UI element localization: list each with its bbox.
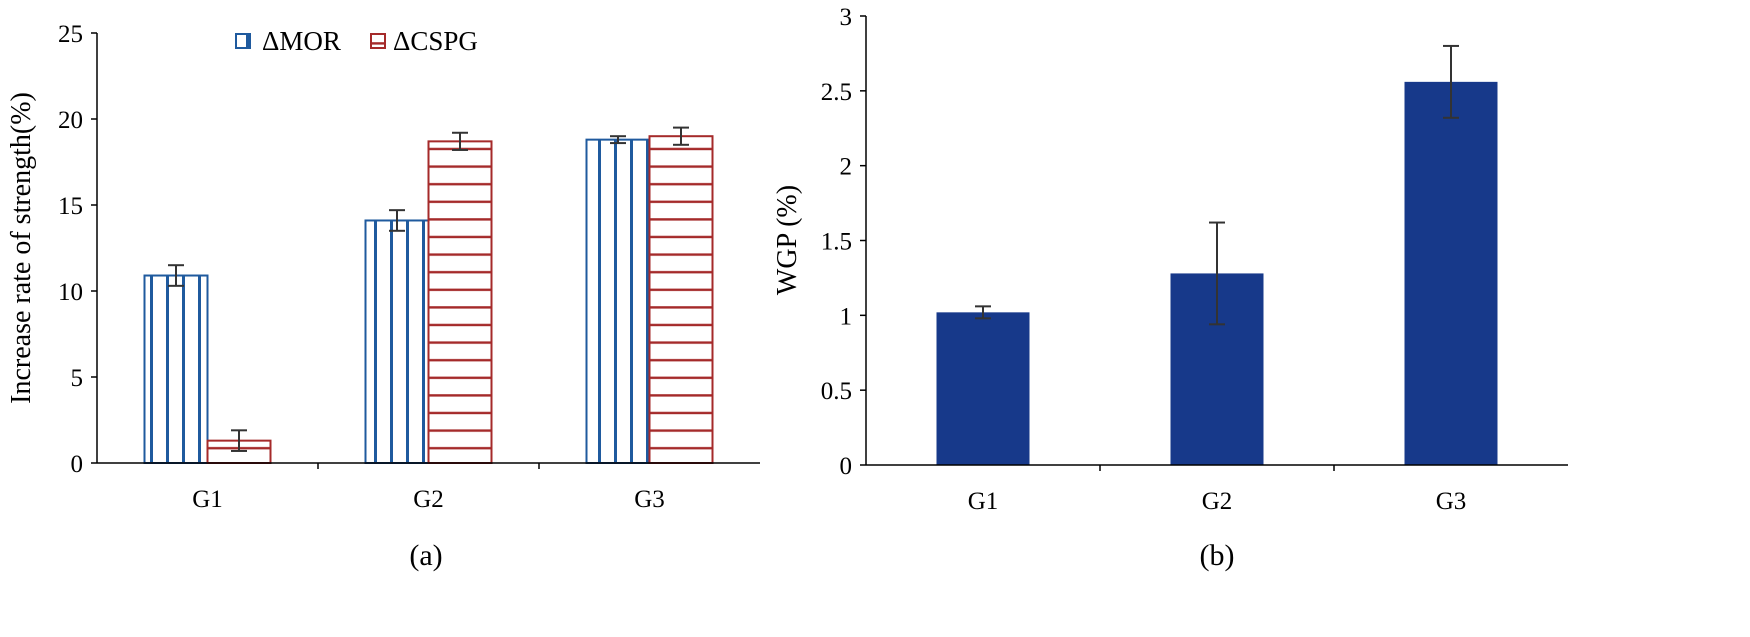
- panel-a-label: (a): [409, 539, 442, 572]
- y-tick-label: 1.5: [821, 229, 852, 256]
- panel-b-error-bars: [975, 44, 1459, 326]
- y-tick-label: 25: [58, 21, 83, 48]
- bar-cspg-g2: [427, 140, 493, 465]
- bar-wgp-g3: [1404, 81, 1498, 465]
- y-tick-label: 0: [71, 451, 84, 478]
- panel-b-x-tick-labels: G1 G2 G3: [968, 465, 1467, 515]
- chart-panel-b: 0 0.5 1 1.5 2 2.5 3 G1 G2 G3 WGP (%) (b): [772, 4, 1568, 572]
- x-tick-label: G3: [1436, 488, 1467, 515]
- panel-a-y-axis-title: Increase rate of strength(%): [6, 92, 37, 404]
- y-tick-label: 5: [71, 365, 84, 392]
- error-bar: [975, 305, 991, 320]
- error-bar: [231, 429, 247, 452]
- y-tick-label: 10: [58, 279, 83, 306]
- x-tick-label: G1: [968, 488, 999, 515]
- y-tick-label: 3: [840, 4, 853, 31]
- panel-b-bars: [936, 81, 1498, 465]
- y-tick-label: 1: [840, 303, 853, 330]
- bar-mor-g3: [585, 138, 651, 464]
- error-bar: [389, 209, 405, 232]
- panel-b-label: (b): [1200, 539, 1235, 572]
- panel-a-bars: [143, 135, 714, 465]
- x-tick-label: G1: [192, 486, 223, 513]
- panel-b-y-axis-title: WGP (%): [772, 185, 803, 295]
- panel-a-y-ticks: 0 5 10 15 20 25: [58, 21, 97, 478]
- y-tick-label: 2: [840, 154, 853, 181]
- y-tick-label: 0.5: [821, 378, 852, 405]
- panel-a-x-tick-labels: G1 G2 G3: [192, 463, 665, 513]
- error-bar: [1443, 44, 1459, 119]
- error-bar: [168, 264, 184, 287]
- y-tick-label: 20: [58, 107, 83, 134]
- error-bar: [610, 135, 626, 145]
- legend-swatch-cspg: [370, 33, 386, 49]
- error-bar: [673, 126, 689, 146]
- legend-label-cspg: ΔCSPG: [393, 26, 478, 56]
- x-tick-label: G2: [1202, 488, 1233, 515]
- bar-mor-g2: [364, 219, 430, 464]
- y-tick-label: 2.5: [821, 79, 852, 106]
- x-tick-label: G2: [413, 486, 444, 513]
- x-tick-label: G3: [634, 486, 665, 513]
- bar-mor-g1: [143, 274, 209, 464]
- panel-a-legend: ΔMOR ΔCSPG: [235, 26, 478, 56]
- panel-b-y-ticks: 0 0.5 1 1.5 2 2.5 3: [821, 4, 866, 480]
- error-bar: [1209, 221, 1225, 326]
- panel-a-error-bars: [168, 126, 689, 452]
- y-tick-label: 0: [840, 453, 853, 480]
- error-bar: [452, 131, 468, 151]
- chart-panel-a: 0 5 10 15 20 25 G1 G2 G3 Increase rate of stren…: [6, 21, 760, 572]
- bar-cspg-g3: [648, 135, 714, 464]
- legend-swatch-mor: [235, 33, 251, 49]
- bar-wgp-g1: [936, 312, 1030, 465]
- y-tick-label: 15: [58, 193, 83, 220]
- legend-label-mor: ΔMOR: [262, 26, 341, 56]
